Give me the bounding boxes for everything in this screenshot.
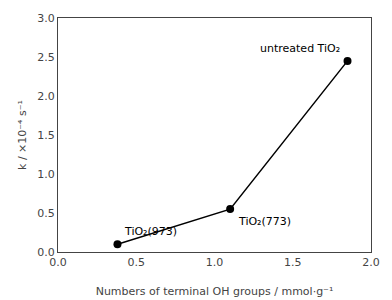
svg-text:untreated TiO₂: untreated TiO₂ (260, 42, 340, 55)
svg-text:0.5: 0.5 (128, 256, 146, 269)
svg-text:2.0: 2.0 (37, 90, 55, 103)
svg-text:2.5: 2.5 (37, 51, 55, 64)
svg-text:1.0: 1.0 (37, 168, 55, 181)
svg-text:k / ×10⁻⁴ s⁻¹: k / ×10⁻⁴ s⁻¹ (16, 100, 29, 170)
svg-text:3.0: 3.0 (37, 12, 55, 25)
svg-text:0.0: 0.0 (49, 256, 67, 269)
svg-text:TiO₂(773): TiO₂(773) (238, 215, 291, 228)
svg-text:Numbers of terminal OH groups: Numbers of terminal OH groups / mmol·g⁻¹ (96, 285, 334, 298)
svg-text:1.5: 1.5 (284, 256, 302, 269)
svg-text:TiO₂(973): TiO₂(973) (124, 225, 177, 238)
svg-text:0.5: 0.5 (37, 207, 55, 220)
svg-text:2.0: 2.0 (362, 256, 380, 269)
svg-text:1.0: 1.0 (206, 256, 224, 269)
svg-text:0.0: 0.0 (37, 246, 55, 259)
svg-text:1.5: 1.5 (37, 129, 55, 142)
